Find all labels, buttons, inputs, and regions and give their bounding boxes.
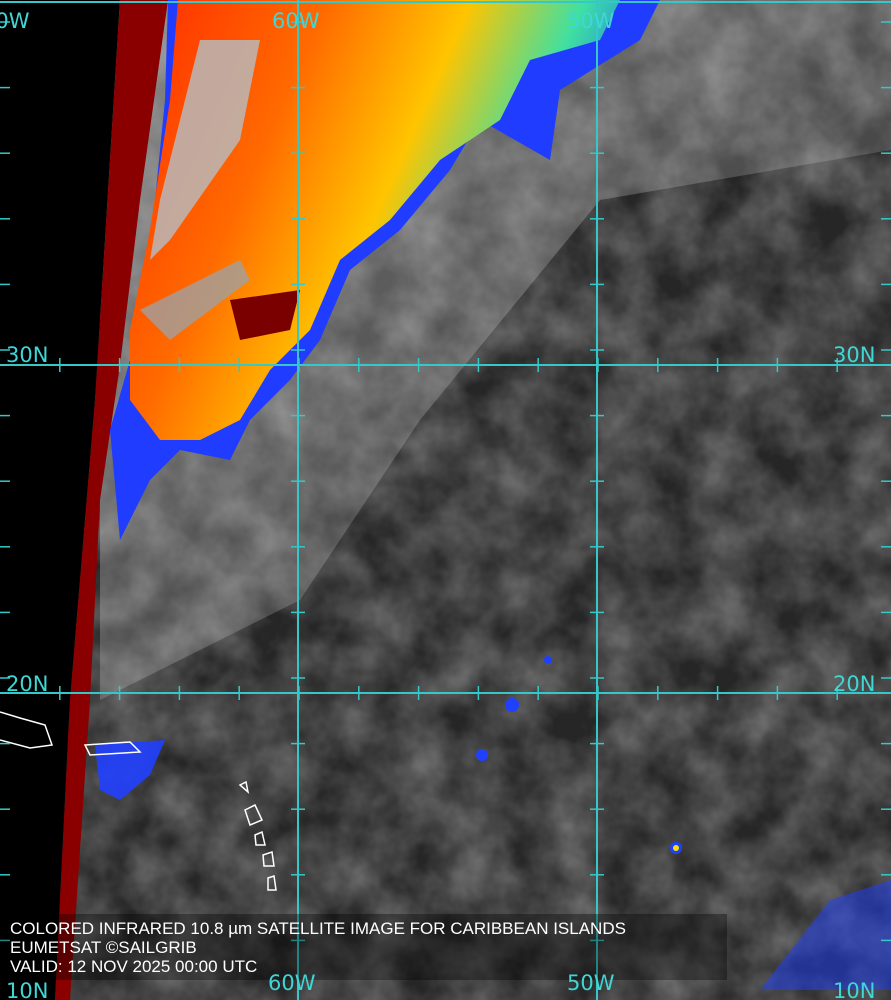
caption-backdrop: [0, 914, 727, 980]
lat-label: 10N: [6, 979, 48, 1000]
lon-label: 50W: [567, 9, 615, 33]
graticule-ticks: [0, 21, 891, 942]
lon-label: 50W: [567, 971, 615, 995]
lat-label: 30N: [6, 343, 48, 367]
lon-label: 70W: [0, 9, 30, 33]
coastlines: [0, 711, 277, 891]
clear-slot: [140, 260, 250, 340]
caption-line: VALID: 12 NOV 2025 00:00 UTC: [10, 957, 257, 976]
space: [0, 0, 120, 1000]
cloud-top: [230, 290, 300, 340]
convective-cells: [95, 656, 891, 990]
caption-line: EUMETSAT ©SAILGRIB: [10, 938, 197, 957]
lat-label: 20N: [6, 672, 48, 696]
lat-label: 30N: [833, 343, 875, 367]
limb-band: [55, 0, 168, 1000]
lon-label: 60W: [272, 9, 320, 33]
caption-line: COLORED INFRARED 10.8 µm SATELLITE IMAGE…: [10, 919, 626, 938]
lat-label: 20N: [833, 672, 875, 696]
lat-label: 10N: [833, 979, 875, 1000]
lon-label: 60W: [268, 971, 316, 995]
clear-slot: [150, 40, 260, 260]
